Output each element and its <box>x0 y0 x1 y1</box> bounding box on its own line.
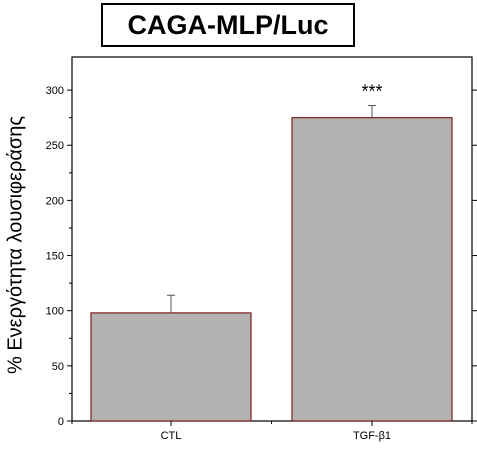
y-tick-label: 250 <box>46 140 64 152</box>
x-tick-label: CTL <box>161 430 182 442</box>
x-tick-label: TGF-β1 <box>353 430 391 442</box>
y-tick-label: 50 <box>52 361 64 373</box>
y-tick-label: 0 <box>58 416 64 428</box>
chart-title: CAGA-MLP/Luc <box>101 3 355 47</box>
significance-annotation: *** <box>361 82 382 102</box>
y-tick-label: 150 <box>46 251 64 263</box>
bar <box>90 312 252 422</box>
y-tick-label: 200 <box>46 195 64 207</box>
y-tick-label: 300 <box>46 85 64 97</box>
bar <box>291 117 453 422</box>
y-tick-label: 100 <box>46 306 64 318</box>
